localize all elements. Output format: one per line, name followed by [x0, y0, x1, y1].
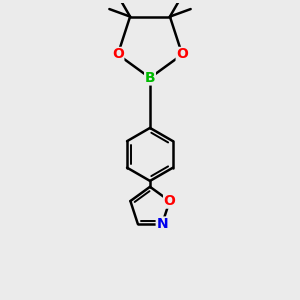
Text: O: O — [112, 47, 124, 61]
Text: O: O — [164, 194, 176, 208]
Text: N: N — [156, 217, 168, 231]
Text: O: O — [176, 47, 188, 61]
Text: B: B — [145, 71, 155, 85]
